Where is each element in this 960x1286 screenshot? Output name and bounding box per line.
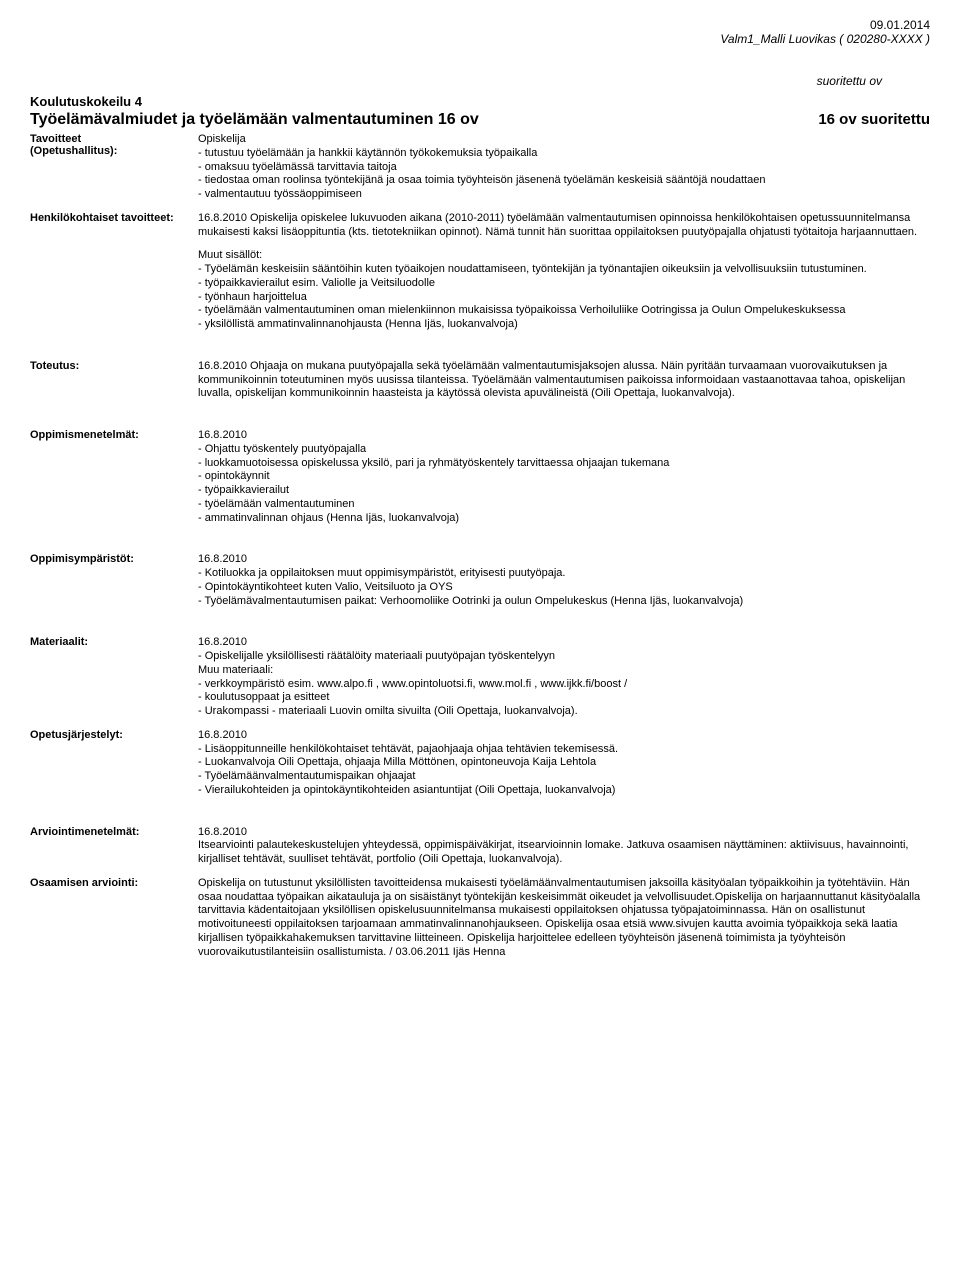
value-henkilokohtaiset: 16.8.2010 Opiskelija opiskelee lukuvuode…	[198, 212, 930, 334]
header-reference: Valm1_Malli Luovikas ( 020280-XXXX )	[30, 32, 930, 46]
muut-sisallot-title: Muut sisällöt:	[198, 249, 930, 263]
value-toteutus: 16.8.2010 Ohjaaja on mukana puutyöpajall…	[198, 360, 930, 403]
label-materiaalit: Materiaalit:	[30, 636, 198, 721]
value-materiaalit: 16.8.2010 - Opiskelijalle yksilöllisesti…	[198, 636, 930, 721]
row-tavoitteet: Tavoitteet (Opetushallitus): Opiskelija …	[30, 133, 930, 204]
row-materiaalit: Materiaalit: 16.8.2010 - Opiskelijalle y…	[30, 636, 930, 721]
row-arviointimenetelmat: Arviointimenetelmät: 16.8.2010 Itsearvio…	[30, 826, 930, 869]
row-toteutus: Toteutus: 16.8.2010 Ohjaaja on mukana pu…	[30, 360, 930, 403]
label-arviointimenetelmat: Arviointimenetelmät:	[30, 826, 198, 869]
label-tavoitteet: Tavoitteet (Opetushallitus):	[30, 133, 198, 204]
row-oppimismenetelmat: Oppimismenetelmät: 16.8.2010 - Ohjattu t…	[30, 429, 930, 527]
value-oppimisymparistot: 16.8.2010 - Kotiluokka ja oppilaitoksen …	[198, 553, 930, 610]
value-oppimismenetelmat: 16.8.2010 - Ohjattu työskentely puutyöpa…	[198, 429, 930, 527]
label-toteutus: Toteutus:	[30, 360, 198, 403]
document-page: 09.01.2014 Valm1_Malli Luovikas ( 020280…	[0, 0, 960, 991]
completed-label: suoritettu ov	[30, 74, 930, 88]
row-henkilokohtaiset: Henkilökohtaiset tavoitteet: 16.8.2010 O…	[30, 212, 930, 334]
value-tavoitteet: Opiskelija - tutustuu työelämään ja hank…	[198, 133, 930, 204]
label-oppimismenetelmat: Oppimismenetelmät:	[30, 429, 198, 527]
value-opetusjarjestelyt: 16.8.2010 - Lisäoppitunneille henkilökoh…	[198, 729, 930, 800]
label-henkilokohtaiset: Henkilökohtaiset tavoitteet:	[30, 212, 198, 334]
label-oppimisymparistot: Oppimisympäristöt:	[30, 553, 198, 610]
row-osaamisen: Osaamisen arviointi: Opiskelija on tutus…	[30, 877, 930, 962]
fields-table: Tavoitteet (Opetushallitus): Opiskelija …	[30, 133, 930, 961]
row-opetusjarjestelyt: Opetusjärjestelyt: 16.8.2010 - Lisäoppit…	[30, 729, 930, 800]
muut-sisallot-body: - Työelämän keskeisiin sääntöihin kuten …	[198, 263, 930, 332]
trial-title: Koulutuskokeilu 4	[30, 94, 930, 109]
label-osaamisen: Osaamisen arviointi:	[30, 877, 198, 962]
label-opetusjarjestelyt: Opetusjärjestelyt:	[30, 729, 198, 800]
course-status: 16 ov suoritettu	[818, 111, 930, 128]
value-osaamisen: Opiskelija on tutustunut yksilöllisten t…	[198, 877, 930, 962]
course-title-row: Työelämävalmiudet ja työelämään valmenta…	[30, 111, 930, 129]
value-arviointimenetelmat: 16.8.2010 Itsearviointi palautekeskustel…	[198, 826, 930, 869]
henkilokohtaiset-main: 16.8.2010 Opiskelija opiskelee lukuvuode…	[198, 212, 930, 240]
row-oppimisymparistot: Oppimisympäristöt: 16.8.2010 - Kotiluokk…	[30, 553, 930, 610]
muut-sisallot-block: Muut sisällöt: - Työelämän keskeisiin sä…	[198, 249, 930, 332]
header-date: 09.01.2014	[30, 18, 930, 32]
course-title: Työelämävalmiudet ja työelämään valmenta…	[30, 111, 479, 129]
header-block: 09.01.2014 Valm1_Malli Luovikas ( 020280…	[30, 18, 930, 46]
